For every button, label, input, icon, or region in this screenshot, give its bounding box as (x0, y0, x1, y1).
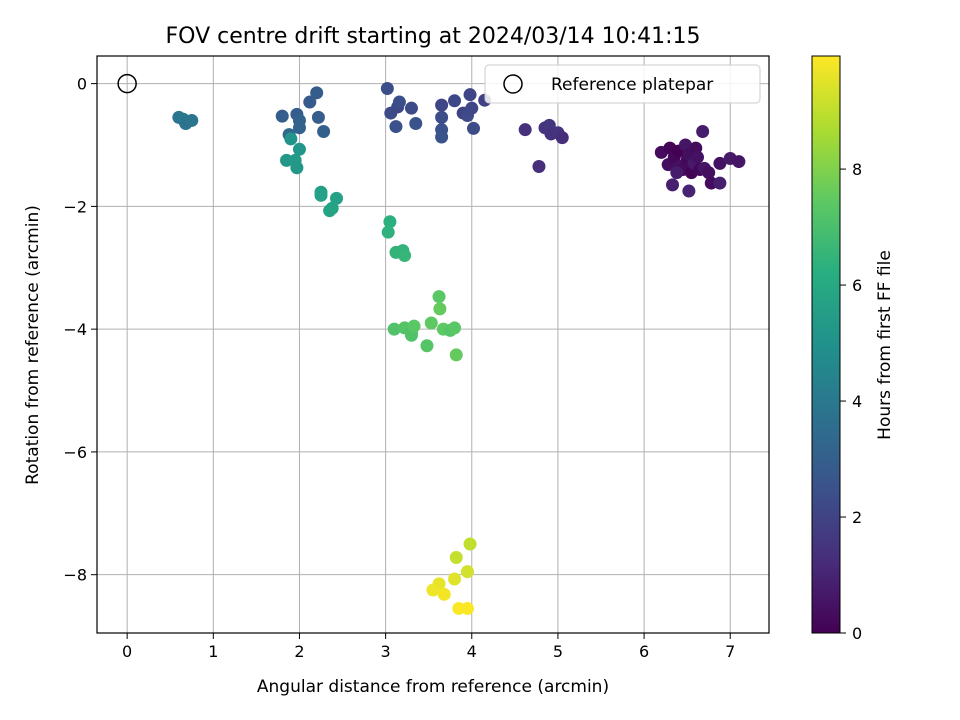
colorbar-tick-label: 0 (852, 624, 862, 643)
data-point (426, 583, 440, 597)
data-point (185, 113, 199, 127)
data-point (420, 339, 434, 353)
data-point (713, 156, 727, 170)
x-tick-label: 5 (553, 642, 563, 661)
colorbar-tick-label: 6 (852, 276, 862, 295)
data-point (317, 125, 331, 139)
data-point (292, 142, 306, 156)
data-point (448, 572, 462, 586)
data-point (435, 98, 449, 112)
data-point (290, 161, 304, 175)
data-point (432, 290, 446, 304)
data-point (460, 565, 474, 579)
chart-title: FOV centre drift starting at 2024/03/14 … (166, 24, 701, 49)
data-point (465, 101, 479, 115)
colorbar-label: Hours from first FF file (875, 250, 895, 440)
colorbar: 0 2 4 6 8 Hours from first FF file (811, 55, 895, 643)
reference-platepar-marker (117, 73, 137, 94)
data-point (303, 95, 317, 109)
data-point (460, 601, 474, 615)
data-point (383, 215, 397, 229)
x-tick-label: 4 (467, 642, 477, 661)
data-point (437, 587, 451, 601)
data-point (398, 248, 412, 262)
y-tick-label: −2 (63, 197, 87, 216)
legend-marker (503, 74, 523, 94)
data-point (409, 117, 423, 131)
legend-label: Reference platepar (551, 75, 713, 95)
colorbar-tick-label: 2 (852, 508, 862, 527)
data-point (555, 131, 569, 145)
x-axis-label: Angular distance from reference (arcmin) (257, 677, 609, 697)
colorbar-gradient (811, 55, 841, 634)
data-point (389, 120, 403, 134)
data-point (448, 321, 462, 335)
data-point (448, 94, 462, 108)
x-tick-label: 6 (639, 642, 649, 661)
data-point (690, 150, 704, 164)
data-point (292, 121, 306, 135)
data-point (666, 178, 680, 192)
data-point (310, 86, 324, 100)
data-point (325, 201, 339, 215)
legend-box (484, 64, 761, 104)
data-point (380, 82, 394, 96)
data-point (435, 130, 449, 144)
data-point (713, 176, 727, 190)
data-point (670, 166, 684, 180)
data-point (463, 88, 477, 102)
y-tick-label: −8 (63, 566, 87, 585)
data-point (518, 123, 532, 137)
y-axis-ticks: 0 −2 −4 −6 −8 (63, 75, 97, 585)
data-point (284, 132, 298, 146)
plot-frame (96, 55, 770, 634)
scatter-points (172, 82, 746, 615)
y-tick-label: 0 (77, 75, 87, 94)
data-point (392, 95, 406, 109)
data-point (404, 101, 418, 115)
data-point (314, 188, 328, 202)
colorbar-tick-label: 4 (852, 392, 862, 411)
y-tick-label: −4 (63, 320, 87, 339)
x-axis-ticks: 0 1 2 3 4 5 6 7 (122, 633, 735, 661)
data-point (381, 225, 395, 239)
data-point (702, 166, 716, 180)
data-point (463, 537, 477, 551)
data-point (466, 121, 480, 135)
colorbar-tick-label: 8 (852, 160, 862, 179)
data-point (424, 316, 438, 330)
x-tick-label: 7 (725, 642, 735, 661)
x-tick-label: 3 (381, 642, 391, 661)
data-point (387, 322, 401, 336)
x-tick-label: 1 (208, 642, 218, 661)
y-tick-label: −6 (63, 443, 87, 462)
legend: Reference platepar (484, 64, 761, 104)
colorbar-ticks: 0 2 4 6 8 (840, 160, 862, 643)
data-point (682, 184, 696, 198)
data-point (435, 110, 449, 124)
data-point (311, 110, 325, 124)
x-tick-label: 0 (122, 642, 132, 661)
x-tick-label: 2 (294, 642, 304, 661)
data-point (433, 302, 447, 316)
data-point (275, 109, 289, 123)
data-point (330, 191, 344, 205)
data-point (449, 348, 463, 362)
data-point (532, 159, 546, 173)
y-axis-label: Rotation from reference (arcmin) (23, 205, 43, 485)
data-point (732, 155, 746, 169)
data-point (449, 550, 463, 564)
data-point (407, 319, 421, 333)
data-point (696, 125, 710, 139)
